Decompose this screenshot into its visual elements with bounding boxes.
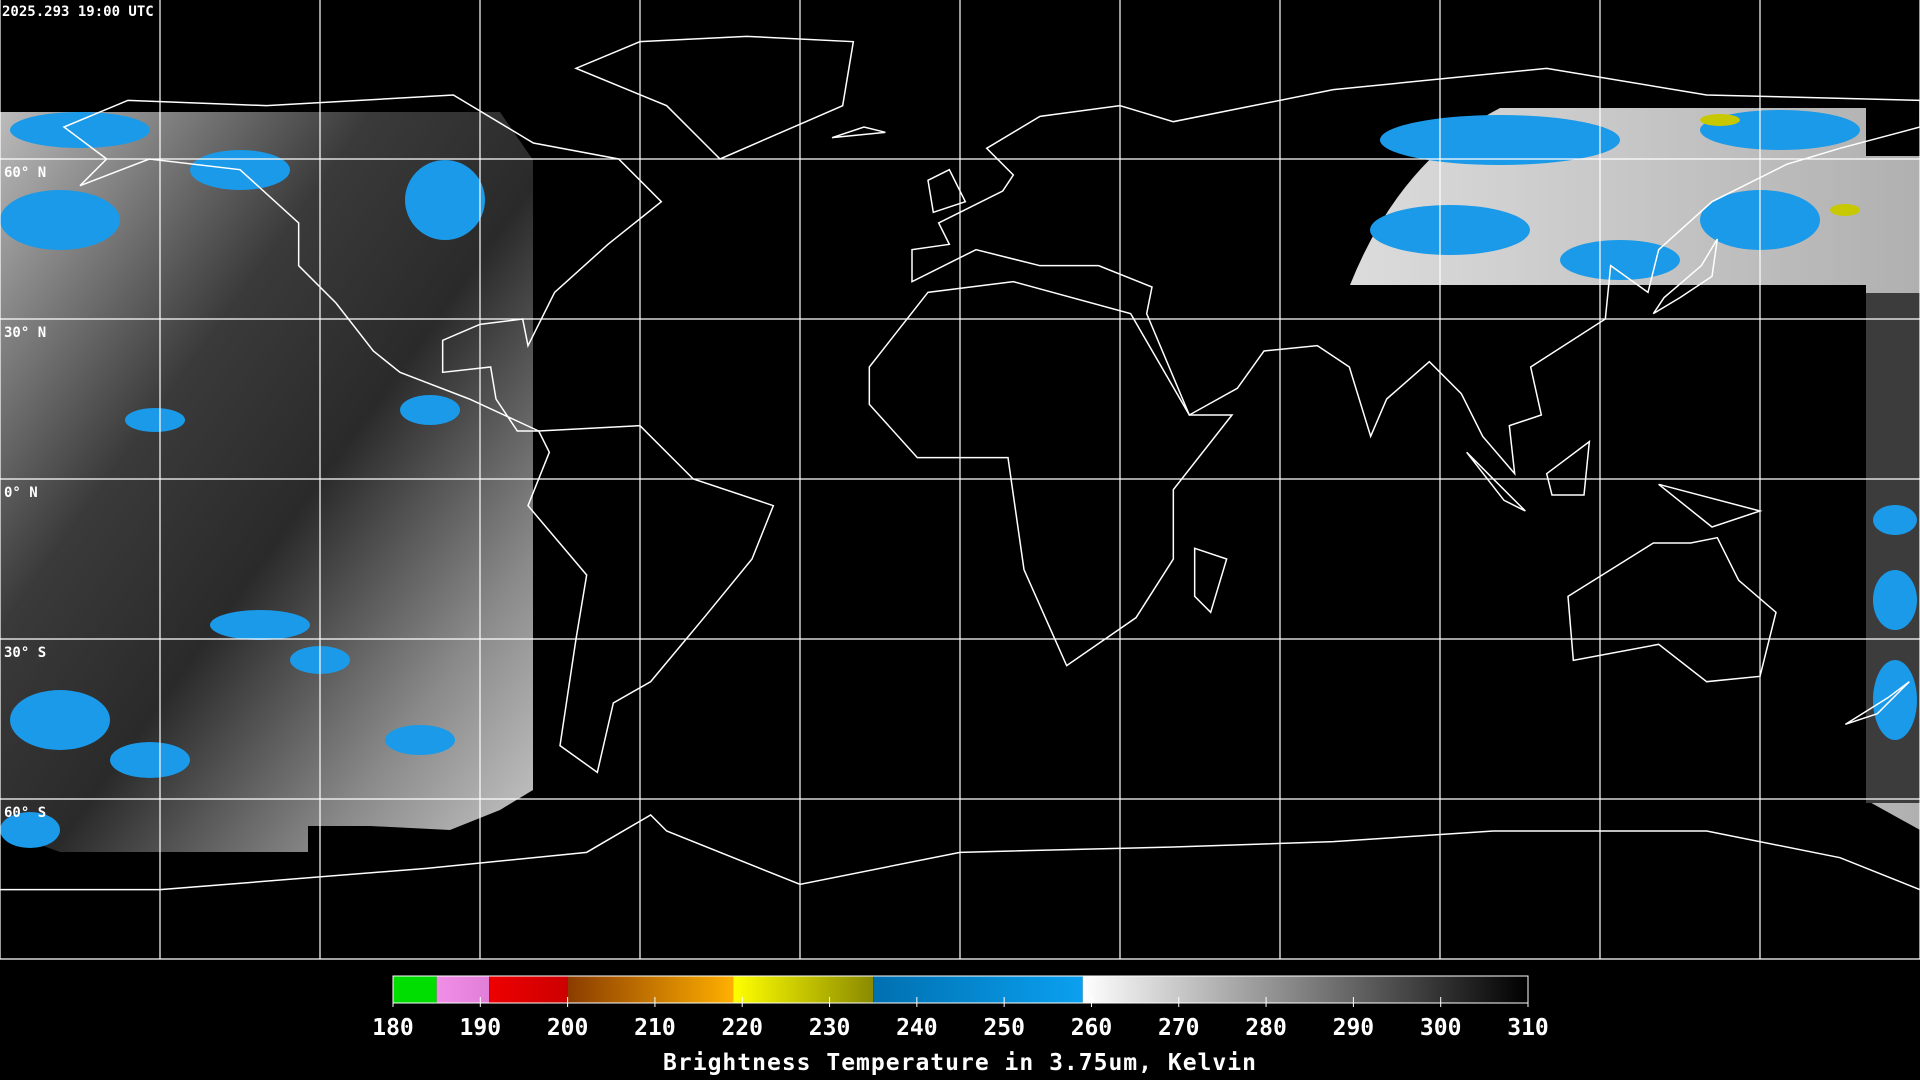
colorbar-tick-label: 190 xyxy=(460,1015,502,1041)
colorbar-tick-label: 220 xyxy=(721,1015,763,1041)
colorbar-segment xyxy=(489,976,568,1003)
colorbar-segment xyxy=(436,976,490,1003)
colorbar-tick-label: 310 xyxy=(1507,1015,1549,1041)
coastline xyxy=(831,126,886,139)
coastline xyxy=(527,424,775,774)
coastline xyxy=(574,35,855,160)
colorbar-segment xyxy=(873,976,1083,1003)
colorbar-tick-label: 180 xyxy=(372,1015,414,1041)
antarctica-coast xyxy=(0,814,1920,891)
latitude-label: 60° S xyxy=(4,805,46,821)
colorbar-segment xyxy=(567,976,734,1003)
colorbar-tick-label: 260 xyxy=(1071,1015,1113,1041)
coastline xyxy=(1545,440,1591,496)
colorbar-segment xyxy=(393,976,437,1003)
coastline xyxy=(1567,536,1777,683)
coastline xyxy=(1466,451,1526,512)
latitude-label: 30° S xyxy=(4,645,46,661)
coastline xyxy=(868,280,1234,667)
latitude-label: 30° N xyxy=(4,325,46,341)
colorbar-tick-label: 250 xyxy=(983,1015,1025,1041)
coastline xyxy=(62,94,663,432)
graticule xyxy=(0,0,1920,960)
coastline xyxy=(1652,238,1719,315)
goes-west-imagery xyxy=(0,112,533,852)
coastline xyxy=(1658,483,1763,528)
colorbar-tick-label: 200 xyxy=(547,1015,589,1041)
latitude-label: 60° N xyxy=(4,165,46,181)
satellite-imagery xyxy=(0,108,1920,852)
colorbar-segment xyxy=(733,976,874,1003)
coastline xyxy=(1844,681,1910,726)
colorbar-tick-label: 270 xyxy=(1158,1015,1200,1041)
colorbar-tick-label: 210 xyxy=(634,1015,676,1041)
colorbar: 180 190 200 210 220 230 240 250 260 270 280 290 300 3… xyxy=(372,975,1549,1041)
colorbar-tick-label: 230 xyxy=(809,1015,851,1041)
coastline xyxy=(1193,547,1228,614)
colorbar-title: Brightness Temperature in 3.75um, Kelvin xyxy=(663,1050,1257,1076)
very-cold-cloud-areas xyxy=(1700,114,1860,216)
colorbar-segment xyxy=(1082,976,1528,1003)
colorbar-tick-label: 290 xyxy=(1333,1015,1375,1041)
timestamp: 2025.293 19:00 UTC xyxy=(2,4,154,20)
colorbar-tick-label: 300 xyxy=(1420,1015,1462,1041)
colorbar-tick-label: 240 xyxy=(896,1015,938,1041)
colorbar-tick-label: 280 xyxy=(1245,1015,1287,1041)
coastline xyxy=(927,168,967,214)
latitude-label: 0° N xyxy=(4,485,38,501)
colorbar-frame xyxy=(392,975,1529,1004)
